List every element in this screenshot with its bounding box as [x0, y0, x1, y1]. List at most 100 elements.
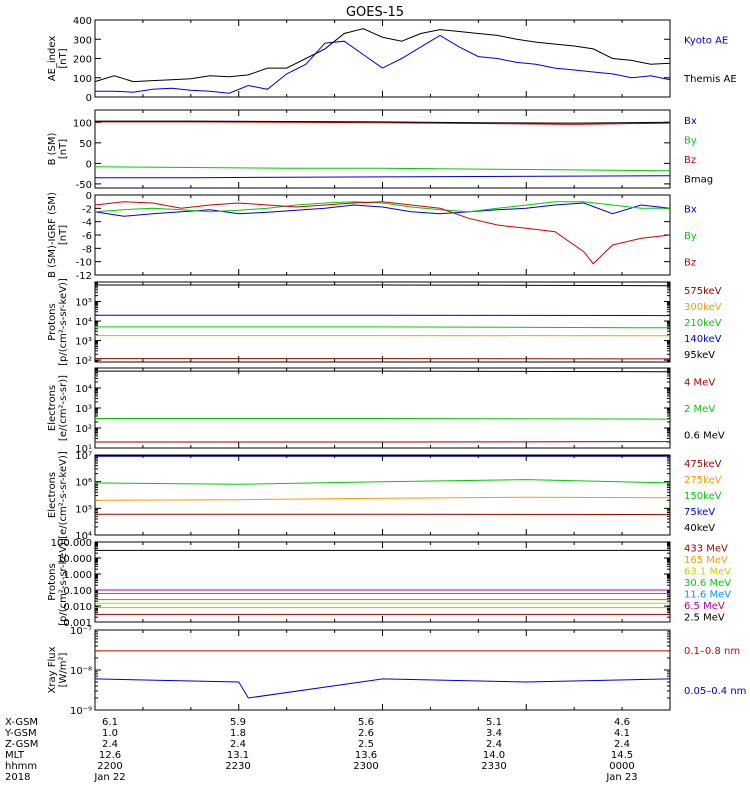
panel-6: 0.0010.0100.1001.00010.000100.000Protons…: [47, 538, 671, 629]
legend-entry: 433 MeV: [684, 544, 728, 555]
y-axis-label-line: [nT]: [58, 225, 69, 245]
legend-entry: 11.6 MeV: [684, 589, 731, 600]
y-tick-label: 0.001: [63, 618, 92, 629]
y-tick-label: 200: [73, 55, 92, 66]
panel-frame: [94, 541, 671, 623]
y-axis-label-line: Xray Flux: [47, 646, 58, 693]
series-line-0: [94, 202, 671, 217]
legend-entry: 2 MeV: [684, 404, 715, 415]
footer-value: 2200: [97, 761, 122, 772]
y-tick-label: 10.000: [57, 554, 92, 565]
legend-entry: 75keV: [684, 507, 715, 518]
y-tick-label: 10⁵: [75, 504, 92, 515]
footer-value: 5.9: [230, 717, 246, 728]
panel-2: -12 -10 -8 -6 -4 -2 0 B (SM)-IGRF (SM)[nT]: [47, 191, 671, 282]
footer-row-label: Y-GSM: [4, 728, 37, 739]
y-axis-label: Electrons[e/(cm²-s-sr)]: [47, 375, 69, 441]
y-axis-label-line: [e/(cm²-s-sr)]: [58, 375, 69, 441]
legend-entry: 30.6 MeV: [684, 578, 731, 589]
y-tick-label: 300: [73, 35, 92, 46]
legend-entry: By: [684, 231, 697, 242]
legend-entry: 4 MeV: [684, 377, 715, 388]
y-axis-label: Protons[p/(cm²-s-sr-keV)]: [47, 278, 69, 366]
y-axis-label-line: B (SM): [47, 132, 58, 165]
legend-entry: By: [684, 135, 697, 146]
series-line-0: [95, 175, 671, 179]
figure-title: GOES-15: [346, 5, 404, 20]
series-line-2: [95, 370, 671, 373]
legend-entry: 0.1–0.8 nm: [684, 646, 740, 657]
panel-frame: [94, 19, 671, 98]
y-tick-label: 10⁵: [75, 298, 92, 309]
footer-value: 12.6: [99, 750, 121, 761]
footer-value: 3.4: [486, 728, 502, 739]
y-tick-label: 0.100: [63, 586, 92, 597]
series-line-1: [94, 166, 671, 172]
y-tick-label: 10⁻⁷: [70, 626, 92, 637]
y-tick-label: -10: [76, 258, 92, 269]
series-line-1: [94, 28, 671, 83]
y-axis-label-line: B (SM)-IGRF (SM): [47, 192, 58, 278]
footer-value: 2.6: [358, 728, 374, 739]
legend-entry: 6.5 MeV: [684, 601, 725, 612]
legend-entry: Bx: [684, 204, 697, 215]
panel-0: 0 100 200 300 400 AE_index[nT]: [47, 16, 671, 104]
panel-frame: [94, 367, 671, 449]
panel-1: -50 0 50 100 B (SM)[nT]: [47, 109, 671, 191]
legend-entry: Bz: [684, 155, 696, 166]
y-axis-label: B (SM)[nT]: [47, 132, 69, 165]
y-tick-label: -2: [82, 204, 92, 215]
series-line-1: [94, 496, 671, 501]
footer-value: 4.6: [614, 717, 630, 728]
legend-entry: 140keV: [684, 334, 722, 345]
y-tick-label: -4: [82, 218, 92, 229]
y-axis-label-line: [e/(cm²-s-sr-keV)]: [58, 451, 69, 539]
y-tick-label: 10²: [75, 356, 92, 367]
footer-value: 6.1: [102, 717, 118, 728]
panel-frame: [94, 281, 671, 363]
footer-value: 1.0: [102, 728, 118, 739]
series-line-2: [95, 326, 671, 329]
y-tick-label: 100: [73, 74, 92, 85]
footer-value: 1.8: [230, 728, 246, 739]
panel-5: 10⁴ 10⁵ 10⁶ 10⁷ Electrons[e/(cm²-s-sr-keV)]: [47, 451, 671, 542]
series-line-2: [94, 479, 671, 485]
legend-entry: Themis AE: [683, 74, 737, 85]
series-line-1: [95, 418, 671, 420]
legend-entry: 275keV: [684, 475, 722, 486]
y-tick-label: 10⁴: [75, 531, 92, 542]
y-tick-label: 0: [86, 191, 92, 202]
legend-entry: 63.1 MeV: [684, 567, 731, 578]
y-axis-label-line: AE_index: [47, 36, 58, 82]
footer-row-label: X-GSM: [5, 717, 38, 728]
y-axis-label-line: Protons: [47, 303, 58, 340]
y-tick-label: 10¹: [75, 444, 92, 455]
y-axis-label-line: [nT]: [58, 139, 69, 159]
footer-value: 14.5: [611, 750, 633, 761]
y-axis-label-line: Protons: [47, 563, 58, 600]
y-axis-label: Protons[p/(cm²-s-sr-keV)]: [47, 538, 69, 626]
footer-value: 2230: [225, 761, 250, 772]
legend-entry: 0.6 MeV: [684, 431, 725, 442]
footer-row-label: hhmm: [5, 761, 37, 772]
legend-entry: 2.5 MeV: [684, 612, 725, 623]
y-tick-label: 10³: [75, 404, 92, 415]
y-tick-label: 100: [73, 118, 92, 129]
y-tick-label: 10⁴: [75, 317, 92, 328]
y-axis-label: AE_index[nT]: [47, 36, 69, 82]
footer-value: 2330: [481, 761, 506, 772]
legend-entry: 210keV: [684, 318, 722, 329]
y-tick-label: 400: [73, 16, 92, 27]
y-tick-label: 10⁻⁸: [70, 666, 92, 677]
footer-value: 0000: [609, 761, 634, 772]
legend-entry: 575keV: [684, 286, 722, 297]
legend-entry: 0.05–0.4 nm: [684, 686, 746, 697]
y-axis-label: B (SM)-IGRF (SM)[nT]: [47, 192, 69, 278]
footer-value: 14.0: [483, 750, 505, 761]
y-tick-label: -12: [76, 271, 92, 282]
footer-row-label: Z-GSM: [5, 739, 38, 750]
legend-entry: Bmag: [684, 174, 713, 185]
footer-value: 2300: [353, 761, 378, 772]
legend-entry: 150keV: [684, 491, 722, 502]
y-axis-label: Electrons[e/(cm²-s-sr-keV)]: [47, 451, 69, 539]
